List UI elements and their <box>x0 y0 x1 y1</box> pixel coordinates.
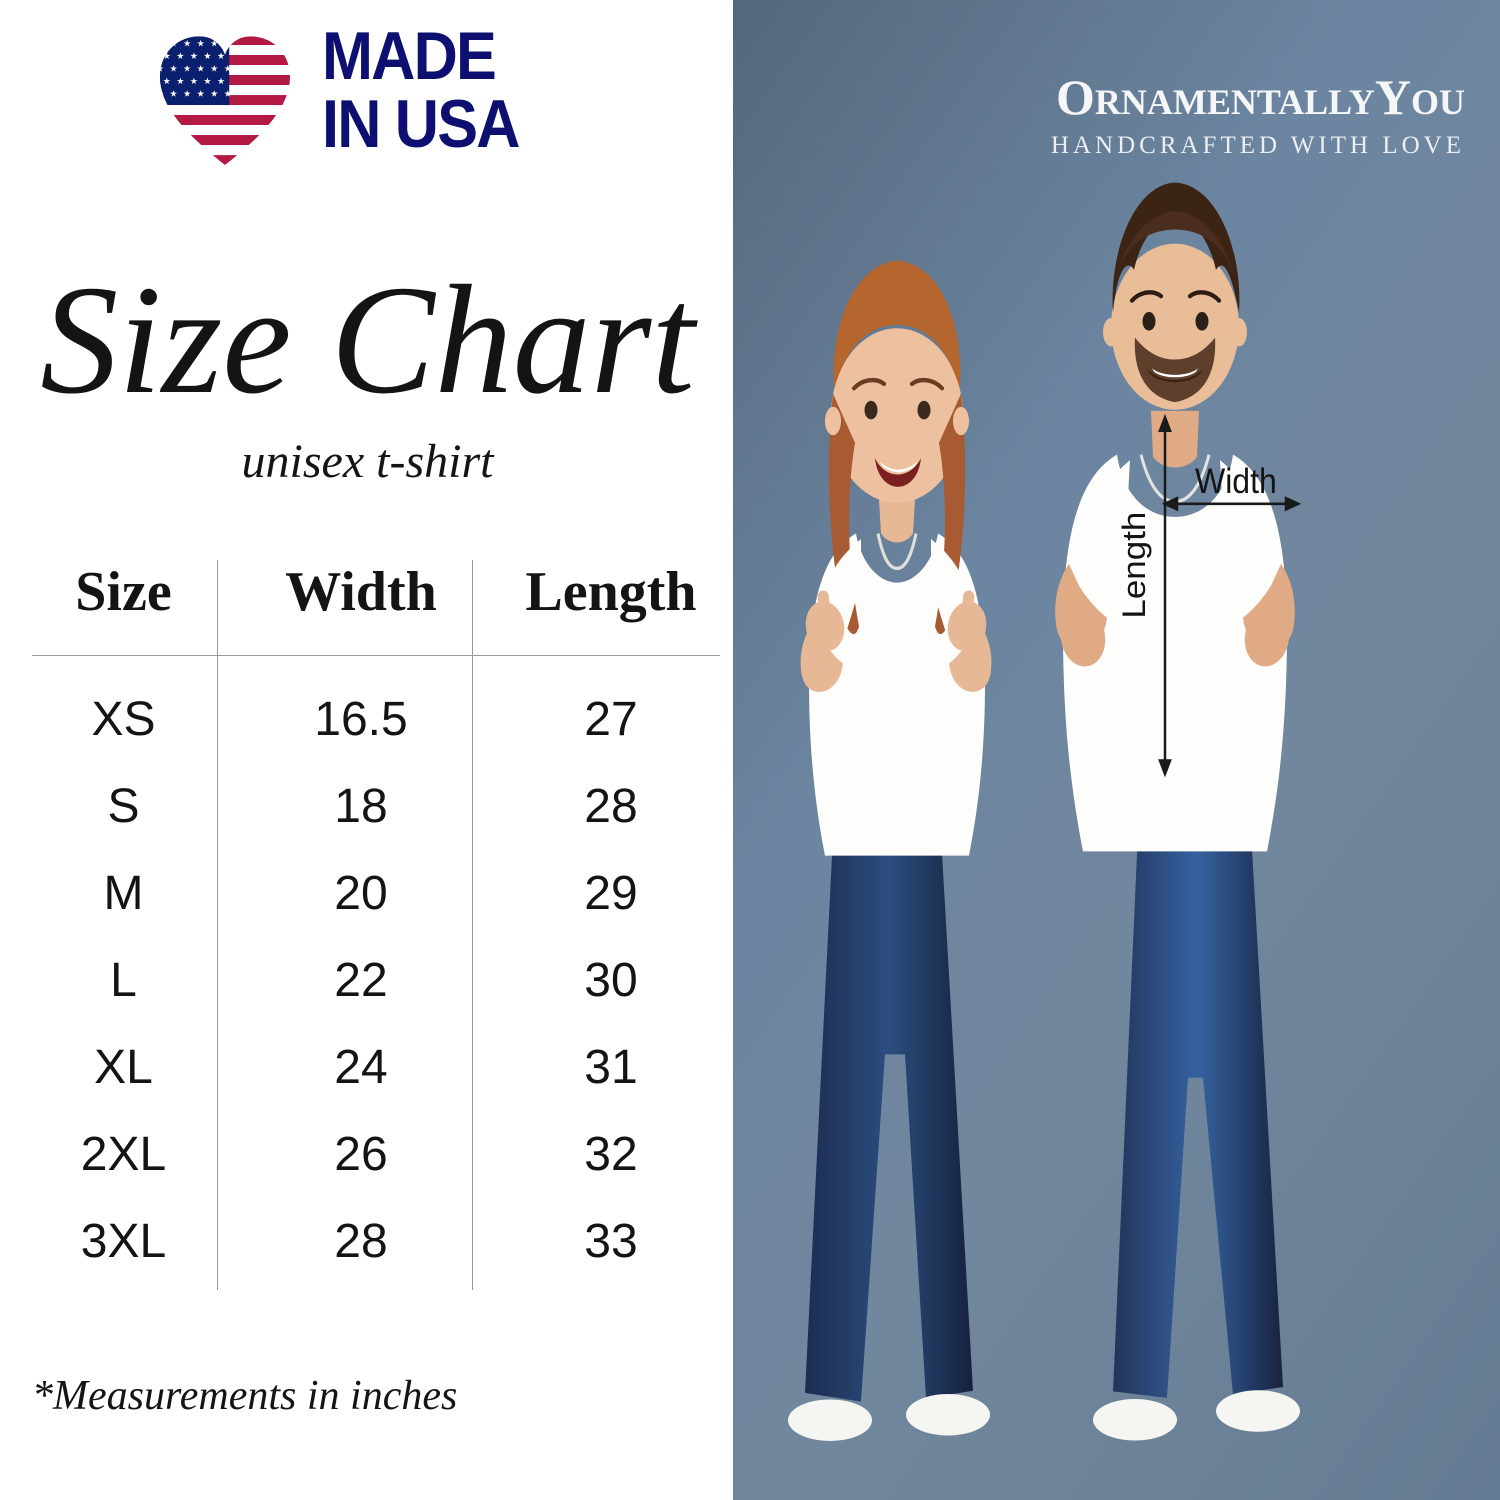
svg-text:Width: Width <box>1195 463 1277 502</box>
svg-text:Length: Length <box>1117 512 1152 619</box>
